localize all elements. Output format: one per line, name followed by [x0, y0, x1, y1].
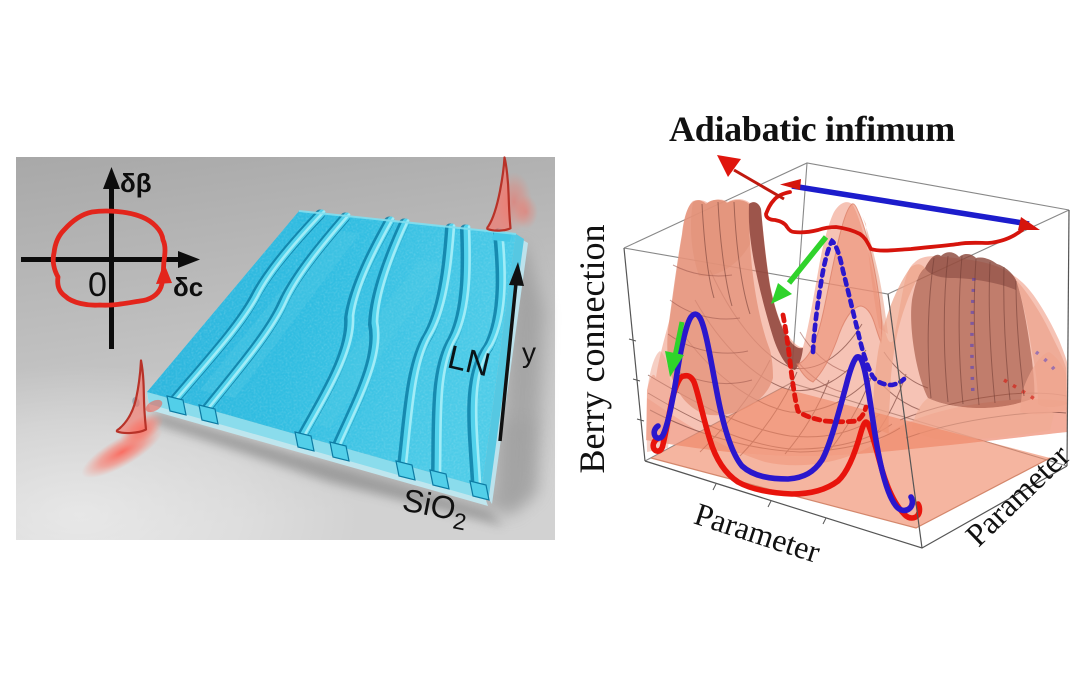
svg-text:δβ: δβ	[120, 168, 152, 198]
svg-text:Parameter: Parameter	[690, 495, 825, 569]
svg-text:δc: δc	[173, 272, 203, 302]
svg-text:0: 0	[88, 266, 107, 304]
svg-text:y: y	[522, 337, 536, 368]
svg-text:Adiabatic infimum: Adiabatic infimum	[669, 109, 955, 149]
svg-text:Berry connection: Berry connection	[572, 225, 612, 474]
svg-text:LN: LN	[444, 338, 493, 384]
